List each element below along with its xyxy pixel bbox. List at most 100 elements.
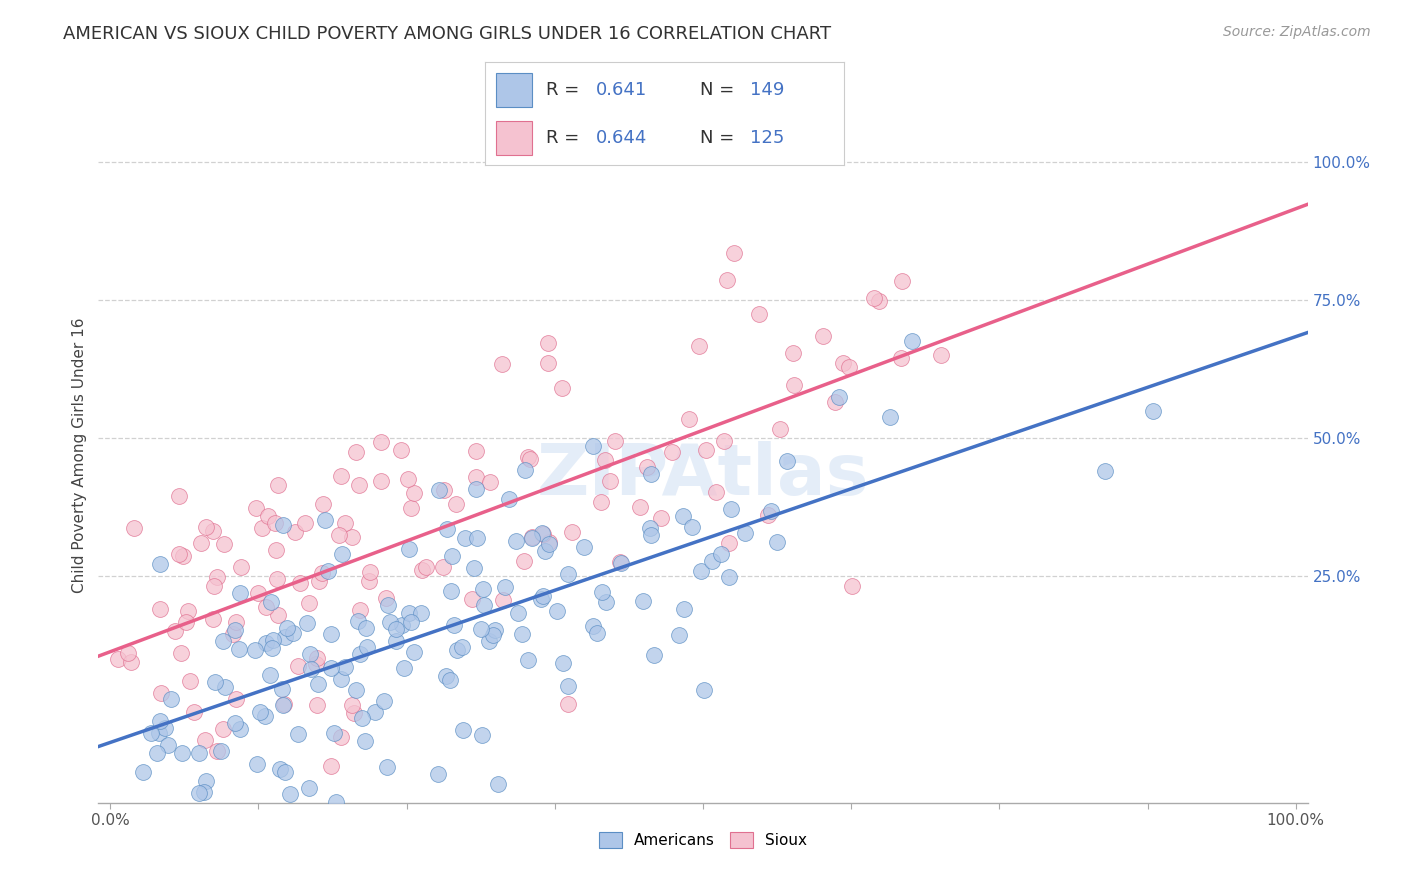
Point	[295, 615, 318, 630]
Point	[262, 640, 284, 655]
Point	[347, 477, 370, 491]
Point	[710, 547, 733, 561]
Point	[149, 602, 172, 616]
Point	[453, 723, 475, 738]
Point	[385, 622, 408, 636]
Text: 125: 125	[751, 128, 785, 147]
Point	[640, 527, 662, 541]
Point	[271, 698, 294, 712]
Point	[704, 485, 727, 500]
Text: 149: 149	[751, 81, 785, 99]
Point	[269, 762, 291, 776]
Text: 0.641: 0.641	[596, 81, 648, 99]
Point	[167, 489, 190, 503]
Point	[415, 560, 437, 574]
Point	[433, 483, 456, 497]
Point	[120, 656, 142, 670]
Point	[377, 760, 399, 774]
Point	[328, 528, 350, 542]
Point	[374, 591, 396, 605]
Point	[513, 463, 536, 477]
Point	[828, 390, 851, 404]
Point	[107, 652, 129, 666]
Point	[409, 606, 432, 620]
Point	[204, 674, 226, 689]
Point	[891, 275, 914, 289]
FancyBboxPatch shape	[496, 121, 531, 155]
Point	[267, 477, 290, 491]
Point	[434, 668, 457, 682]
Point	[179, 673, 201, 688]
Point	[193, 785, 215, 799]
Point	[396, 473, 419, 487]
Point	[195, 519, 218, 533]
Point	[304, 657, 326, 671]
Point	[673, 602, 696, 616]
Point	[688, 339, 710, 353]
Point	[832, 356, 855, 370]
Point	[472, 598, 495, 612]
Point	[194, 733, 217, 747]
Point	[591, 585, 613, 599]
Point	[1094, 464, 1116, 478]
Point	[557, 679, 579, 693]
Point	[183, 706, 205, 720]
Point	[1142, 404, 1164, 418]
Point	[257, 509, 280, 524]
Point	[246, 757, 269, 772]
Point	[640, 520, 662, 534]
Point	[599, 475, 621, 489]
Point	[225, 615, 247, 629]
Point	[713, 434, 735, 448]
Point	[389, 442, 412, 457]
Point	[267, 607, 290, 622]
Point	[354, 621, 377, 635]
Point	[325, 795, 347, 809]
Point	[330, 547, 353, 561]
Point	[689, 564, 711, 578]
Point	[364, 705, 387, 719]
Point	[319, 758, 342, 772]
Point	[212, 723, 235, 737]
Point	[609, 555, 631, 569]
Point	[748, 307, 770, 321]
Point	[333, 660, 356, 674]
Point	[333, 516, 356, 530]
Point	[841, 579, 863, 593]
Point	[349, 603, 371, 617]
Point	[890, 351, 912, 365]
Point	[188, 746, 211, 760]
Point	[214, 536, 236, 550]
Point	[557, 567, 579, 582]
Point	[900, 334, 922, 349]
Point	[245, 500, 267, 515]
Point	[340, 698, 363, 713]
Point	[537, 536, 560, 550]
Point	[863, 291, 886, 305]
Point	[546, 604, 568, 618]
Point	[347, 614, 370, 628]
Point	[492, 593, 515, 607]
Point	[384, 634, 406, 648]
Point	[259, 668, 281, 682]
Point	[609, 556, 631, 570]
Legend: Americans, Sioux: Americans, Sioux	[593, 826, 813, 855]
Point	[356, 640, 378, 654]
Point	[181, 832, 204, 847]
Point	[465, 531, 488, 545]
Point	[398, 606, 420, 620]
Point	[214, 680, 236, 694]
Point	[440, 549, 463, 563]
Point	[252, 521, 274, 535]
Point	[322, 725, 344, 739]
Point	[117, 646, 139, 660]
Point	[228, 585, 250, 599]
Point	[484, 623, 506, 637]
Point	[298, 780, 321, 795]
Point	[260, 595, 283, 609]
Point	[222, 627, 245, 641]
Point	[378, 615, 401, 629]
Point	[693, 682, 716, 697]
Point	[392, 661, 415, 675]
Point	[299, 647, 322, 661]
